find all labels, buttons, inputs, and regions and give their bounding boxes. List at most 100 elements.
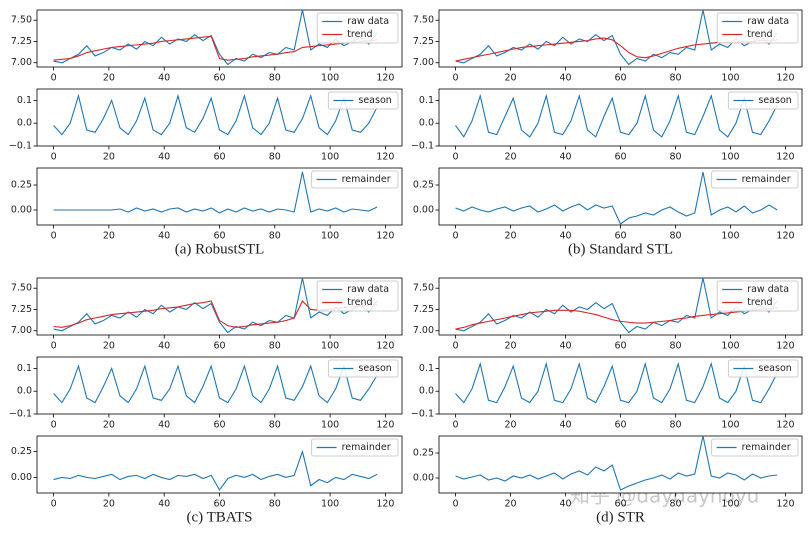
x-tick-label: 20 bbox=[504, 499, 516, 510]
x-tick-label: 100 bbox=[321, 499, 339, 510]
x-tick-label: 20 bbox=[504, 152, 516, 163]
x-tick-label: 20 bbox=[504, 341, 516, 352]
legend-box bbox=[711, 438, 799, 457]
caption: (d) STR bbox=[596, 509, 645, 525]
x-tick-label: 40 bbox=[559, 231, 571, 242]
x-tick-label: 80 bbox=[269, 152, 281, 163]
series-line bbox=[455, 435, 778, 491]
y-tick-label: 0.0 bbox=[419, 118, 434, 129]
y-tick-label: 0.1 bbox=[419, 363, 434, 374]
x-tick-label: 60 bbox=[213, 499, 225, 510]
legend-box bbox=[311, 170, 399, 189]
series-line bbox=[53, 277, 378, 334]
x-tick-label: 0 bbox=[51, 231, 57, 242]
x-tick-label: 0 bbox=[452, 152, 458, 163]
x-tick-label: 60 bbox=[213, 152, 225, 163]
x-tick-label: 80 bbox=[669, 499, 681, 510]
x-tick-label: 120 bbox=[776, 231, 794, 242]
plot-area bbox=[438, 435, 803, 494]
x-tick-label: 80 bbox=[269, 231, 281, 242]
legend-label: remainder bbox=[742, 174, 791, 185]
x-tick-label: 100 bbox=[721, 341, 739, 352]
y-tick-label: 7.25 bbox=[11, 36, 32, 47]
legend-label: trend bbox=[747, 297, 772, 308]
y-tick-label: 0.00 bbox=[11, 472, 32, 483]
x-tick-label: 100 bbox=[321, 341, 339, 352]
x-tick-label: 40 bbox=[158, 73, 170, 84]
y-tick-label: −0.1 bbox=[9, 141, 32, 152]
y-tick-label: 0.0 bbox=[17, 118, 32, 129]
y-tick-label: 0.00 bbox=[413, 473, 434, 484]
caption: (c) TBATS bbox=[187, 509, 253, 525]
x-tick-label: 100 bbox=[721, 152, 739, 163]
x-tick-label: 40 bbox=[559, 420, 571, 431]
legend-label: raw data bbox=[347, 284, 389, 295]
x-tick-label: 100 bbox=[721, 499, 739, 510]
x-tick-label: 20 bbox=[504, 420, 516, 431]
x-tick-label: 100 bbox=[321, 152, 339, 163]
y-tick-label: −0.1 bbox=[411, 409, 434, 420]
x-tick-label: 120 bbox=[376, 73, 394, 84]
x-tick-label: 80 bbox=[269, 341, 281, 352]
x-tick-label: 80 bbox=[269, 499, 281, 510]
x-tick-label: 120 bbox=[776, 499, 794, 510]
legend-box bbox=[727, 91, 799, 110]
x-tick-label: 40 bbox=[158, 231, 170, 242]
y-tick-label: 7.00 bbox=[413, 325, 434, 336]
y-tick-label: 0.00 bbox=[11, 205, 32, 216]
legend-box bbox=[316, 280, 399, 312]
y-tick-label: 7.25 bbox=[11, 304, 32, 315]
legend-label: season bbox=[758, 95, 791, 106]
legend-box bbox=[727, 359, 799, 378]
legend-box bbox=[716, 280, 799, 312]
x-tick-label: 80 bbox=[669, 231, 681, 242]
x-tick-label: 0 bbox=[452, 73, 458, 84]
x-tick-label: 120 bbox=[776, 341, 794, 352]
x-tick-label: 40 bbox=[158, 341, 170, 352]
legend-box bbox=[716, 12, 799, 44]
x-tick-label: 20 bbox=[504, 73, 516, 84]
x-tick-label: 120 bbox=[776, 152, 794, 163]
series-line bbox=[455, 93, 778, 138]
x-tick-label: 60 bbox=[614, 152, 626, 163]
x-tick-label: 60 bbox=[614, 420, 626, 431]
y-tick-label: 0.1 bbox=[419, 95, 434, 106]
x-tick-label: 0 bbox=[452, 499, 458, 510]
x-tick-label: 20 bbox=[504, 231, 516, 242]
legend-label: raw data bbox=[347, 16, 389, 27]
y-tick-label: 7.50 bbox=[11, 15, 32, 26]
x-tick-label: 20 bbox=[103, 420, 115, 431]
x-tick-label: 120 bbox=[376, 499, 394, 510]
x-tick-label: 0 bbox=[452, 341, 458, 352]
x-tick-label: 0 bbox=[51, 341, 57, 352]
legend-box bbox=[711, 170, 799, 189]
x-tick-label: 100 bbox=[721, 231, 739, 242]
legend-label: season bbox=[758, 363, 791, 374]
x-tick-label: 0 bbox=[452, 231, 458, 242]
x-tick-label: 100 bbox=[321, 420, 339, 431]
x-tick-label: 60 bbox=[213, 73, 225, 84]
series-line bbox=[53, 93, 378, 136]
y-tick-label: 7.50 bbox=[413, 15, 434, 26]
x-tick-label: 0 bbox=[51, 152, 57, 163]
x-tick-label: 0 bbox=[51, 73, 57, 84]
x-tick-label: 60 bbox=[213, 341, 225, 352]
x-tick-label: 20 bbox=[103, 341, 115, 352]
x-tick-label: 0 bbox=[51, 499, 57, 510]
y-tick-label: 7.00 bbox=[11, 325, 32, 336]
y-tick-label: 0.00 bbox=[413, 205, 434, 216]
x-tick-label: 60 bbox=[614, 341, 626, 352]
x-tick-label: 0 bbox=[452, 420, 458, 431]
x-tick-label: 40 bbox=[158, 499, 170, 510]
y-tick-label: 0.1 bbox=[17, 363, 32, 374]
y-tick-label: 7.00 bbox=[11, 57, 32, 68]
legend-label: raw data bbox=[747, 16, 789, 27]
y-tick-label: 0.25 bbox=[11, 446, 32, 457]
x-tick-label: 100 bbox=[321, 231, 339, 242]
y-tick-label: 0.25 bbox=[11, 180, 32, 191]
x-tick-label: 40 bbox=[559, 341, 571, 352]
x-tick-label: 20 bbox=[103, 73, 115, 84]
series-line bbox=[53, 35, 378, 61]
legend-label: trend bbox=[347, 297, 372, 308]
